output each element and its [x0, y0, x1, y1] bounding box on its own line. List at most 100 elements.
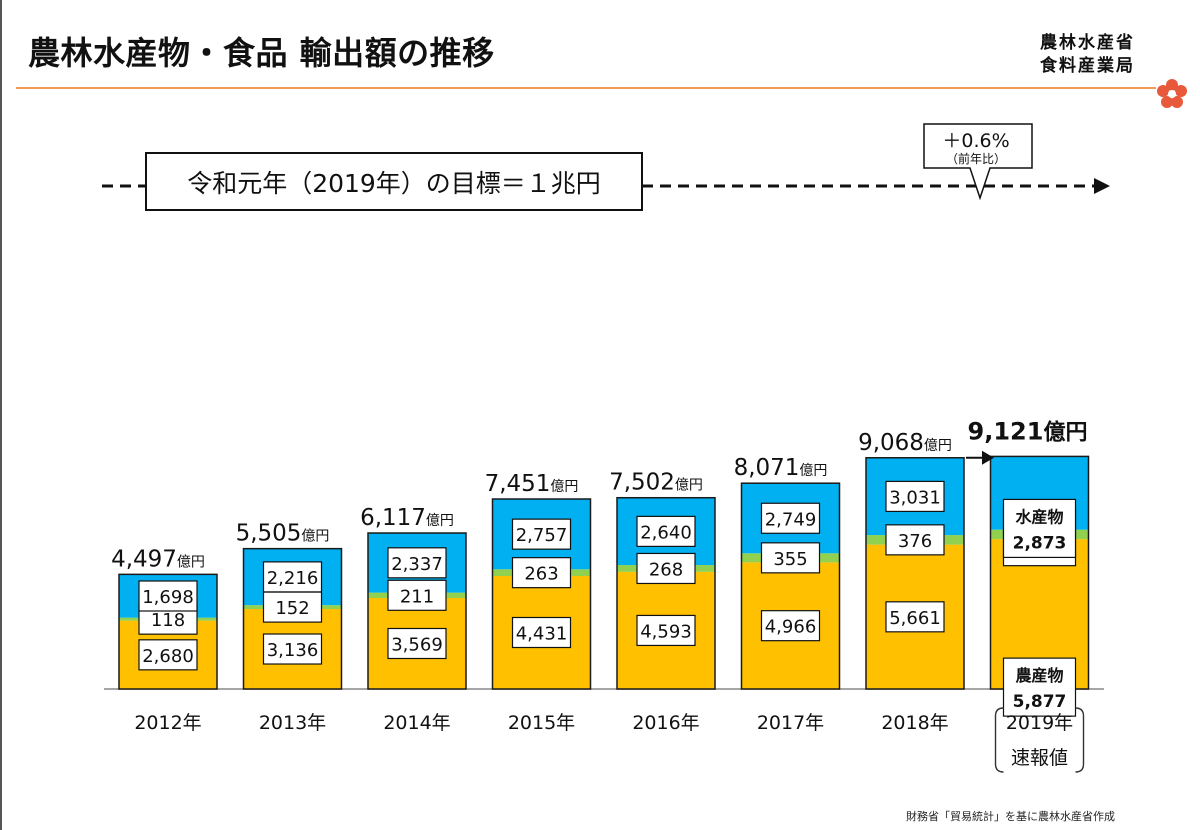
total-unit: 億円	[550, 479, 578, 495]
value-label-box	[387, 627, 447, 660]
value-label-box	[511, 557, 572, 589]
value-label: 2,873	[1013, 533, 1067, 553]
value-label: 2,216	[267, 568, 319, 589]
value-label-box	[760, 542, 821, 574]
total-value: 7,451	[485, 471, 551, 497]
value-label-box	[636, 552, 696, 585]
value-label-box	[885, 524, 945, 556]
bar-outline	[367, 532, 467, 690]
agency-name: 農林水産省 食料産業局	[1040, 32, 1135, 78]
total-value: 4,497	[111, 546, 177, 572]
value-label-box	[885, 480, 945, 513]
value-label: 376	[898, 531, 932, 552]
value-label-box	[1002, 498, 1077, 559]
value-label: 118	[151, 610, 185, 631]
value-label: 2,757	[516, 525, 568, 546]
category-label: 2013年	[259, 712, 326, 734]
value-label: 355	[773, 549, 807, 570]
value-label: 4,431	[516, 624, 568, 645]
bracket-left	[994, 707, 1004, 773]
value-label-box	[511, 616, 572, 649]
change-sublabel: （前年比）	[946, 151, 1006, 166]
bar-outline	[740, 482, 841, 690]
target-arrowhead	[1094, 178, 1110, 194]
value-label: 3,569	[391, 634, 443, 655]
bar-outline	[491, 498, 592, 690]
value-label: 152	[275, 598, 309, 619]
category-label: 2014年	[383, 712, 450, 734]
total-unit: 億円	[675, 478, 703, 494]
value-label: 1,698	[142, 587, 194, 608]
page-title: 農林水産物・食品 輸出額の推移	[28, 34, 495, 72]
bar-outline	[242, 547, 343, 690]
category-note: 速報値	[1011, 747, 1068, 769]
bracket-right	[1075, 707, 1085, 773]
agency-line-1: 農林水産省	[1040, 33, 1135, 53]
category-label: 2012年	[134, 712, 201, 734]
total-unit: 億円	[426, 513, 454, 529]
total-unit: 億円	[301, 529, 329, 545]
bar-outline	[616, 496, 716, 690]
category-label: 2017年	[757, 712, 824, 734]
total-label: 9,121億円	[968, 417, 1088, 445]
value-label-box	[138, 580, 198, 612]
growth-arrowhead	[982, 450, 994, 465]
value-label-box	[138, 639, 198, 671]
change-callout	[923, 123, 1033, 201]
target-box	[145, 152, 643, 211]
series-name-label: 水産物	[1015, 507, 1063, 526]
total-unit: 億円	[924, 438, 952, 454]
value-label: 2,640	[640, 522, 692, 543]
category-label: 2015年	[508, 712, 575, 734]
total-value: 7,502	[609, 470, 675, 496]
series-name-label: 農産物	[1015, 666, 1063, 685]
value-label-box	[262, 591, 323, 623]
value-label: 211	[400, 586, 434, 607]
bar-outline	[865, 457, 965, 690]
value-label: 3,136	[267, 640, 319, 661]
left-border	[0, 0, 2, 830]
value-label-box	[760, 502, 821, 534]
source-note: 財務省「貿易統計」を基に農林水産省作成	[906, 810, 1115, 823]
total-label: 9,068億円	[858, 430, 952, 456]
value-label: 5,877	[1013, 692, 1067, 712]
value-label: 4,966	[765, 617, 817, 638]
value-label-box	[760, 610, 821, 642]
value-label-box	[885, 601, 945, 633]
total-value: 8,071	[734, 455, 800, 481]
value-label: 263	[524, 564, 558, 585]
total-label: 7,451億円	[485, 471, 579, 497]
ume-flower-icon	[1157, 79, 1187, 108]
category-label: 2019年	[1006, 712, 1073, 734]
value-label: 2,749	[765, 509, 817, 530]
total-unit: 億円	[177, 554, 205, 570]
bar-outline	[118, 573, 218, 690]
value-label: 4,593	[640, 621, 692, 642]
value-label: 2,337	[391, 554, 443, 575]
value-label-box	[511, 518, 572, 550]
category-label: 2018年	[881, 712, 948, 734]
total-label: 6,117億円	[360, 505, 454, 531]
total-value: 6,117	[360, 505, 426, 531]
value-label-box	[636, 614, 696, 647]
agency-line-2: 食料産業局	[1040, 56, 1135, 76]
category-label: 2016年	[632, 712, 699, 734]
total-label: 7,502億円	[609, 470, 703, 496]
value-label: 268	[649, 559, 683, 580]
total-value: 9,068	[858, 430, 924, 456]
value-label-box	[262, 633, 323, 665]
total-label: 4,497億円	[111, 546, 205, 572]
value-label: 3,031	[889, 487, 941, 508]
value-label-box	[262, 561, 323, 593]
change-label: ＋0.6%	[942, 130, 1009, 152]
value-label-box	[387, 547, 447, 579]
value-label-box	[1002, 657, 1077, 717]
total-label: 5,505億円	[236, 521, 330, 547]
value-label: 2,680	[142, 646, 194, 667]
total-value: 5,505	[236, 521, 302, 547]
title-rule	[16, 87, 1156, 89]
value-label-box	[636, 515, 696, 547]
total-label: 8,071億円	[734, 455, 828, 481]
value-label: 5,661	[889, 608, 941, 629]
